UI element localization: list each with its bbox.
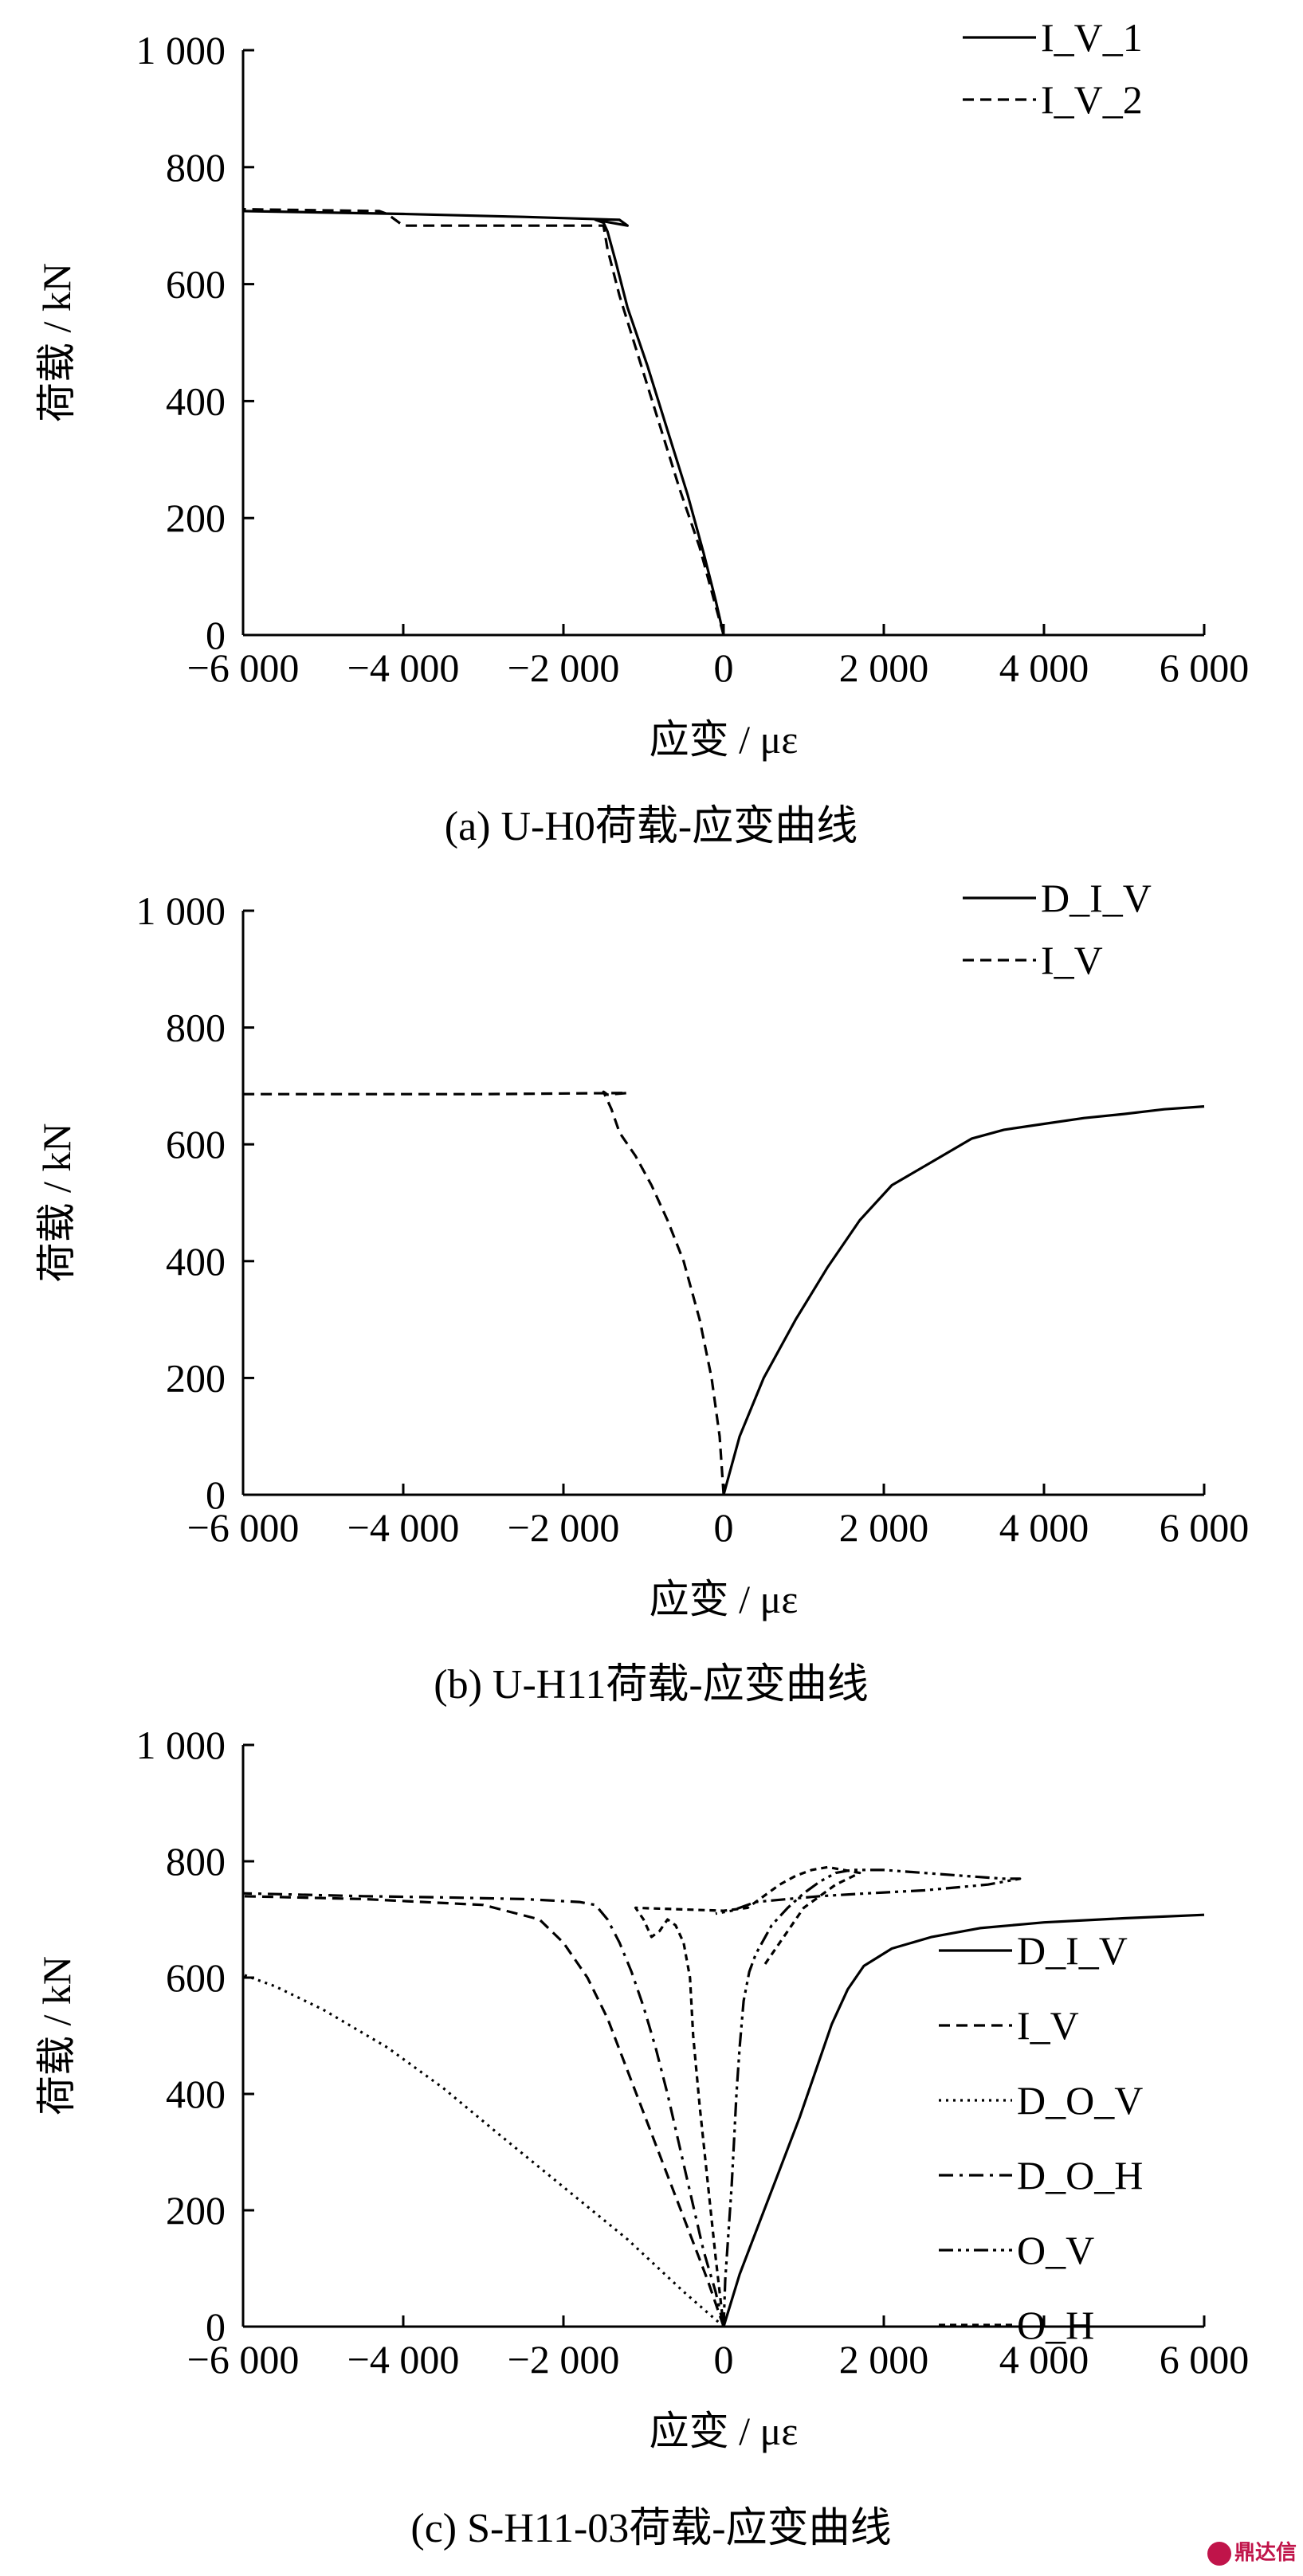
figure-caption: (c) S-H11-03荷载-应变曲线 [410, 2506, 891, 2551]
x-tick-label: −6 000 [187, 645, 300, 690]
x-tick-label: 4 000 [999, 645, 1089, 690]
y-tick-label: 800 [166, 145, 226, 190]
x-tick-label: −2 000 [508, 645, 620, 690]
series-line-d-o-v [242, 1973, 725, 2328]
x-tick-label: 6 000 [1160, 645, 1250, 690]
y-axis-label: 荷载 / kN [34, 1123, 79, 1283]
y-tick-label: 600 [166, 1122, 226, 1166]
x-tick-label: 4 000 [999, 1505, 1089, 1550]
y-tick-label: 1 000 [136, 888, 226, 933]
figure-caption: (b) U-H11荷载-应变曲线 [434, 1662, 868, 1708]
series-line-d-o-h [242, 1892, 725, 2327]
y-tick-label: 600 [166, 262, 226, 307]
y-tick-label: 400 [166, 2072, 226, 2116]
x-tick-label: −6 000 [187, 1505, 300, 1550]
legend-entry: O_H [1017, 2303, 1094, 2347]
x-tick-label: 0 [714, 2337, 734, 2382]
x-tick-label: −4 000 [347, 2337, 460, 2382]
y-tick-label: 200 [166, 2188, 226, 2233]
y-axis-label: 荷载 / kN [34, 1956, 79, 2115]
legend-entry: D_O_H [1017, 2153, 1143, 2198]
chart-panel-2: −6 000 −4 000 −2 000 0 2 000 4 000 6 000 0 200 40… [34, 876, 1249, 1708]
series-line-d-i-v [722, 1105, 1205, 1496]
y-tick-label: 0 [206, 613, 226, 657]
series-line-i-v [242, 1895, 725, 2327]
series-line-i-v [243, 1090, 725, 1496]
x-tick-label: −2 000 [508, 1505, 620, 1550]
watermark-text: 鼎达信 [1234, 2541, 1297, 2565]
figure-caption: (a) U-H0荷载-应变曲线 [445, 804, 858, 849]
legend-entry: O_V [1017, 2228, 1094, 2272]
y-tick-label: 1 000 [136, 28, 226, 73]
x-axis-label: 应变 / με [650, 2409, 799, 2453]
y-tick-label: 800 [166, 1839, 226, 1884]
y-tick-label: 400 [166, 1239, 226, 1284]
y-tick-label: 800 [166, 1006, 226, 1050]
series-line-o-v [715, 1868, 1022, 2327]
legend-entry: I_V_2 [1041, 77, 1143, 122]
x-tick-label: 0 [714, 645, 734, 690]
x-axis-label: 应变 / με [650, 717, 799, 762]
x-tick-label: −4 000 [347, 1505, 460, 1550]
y-tick-label: 0 [206, 1472, 226, 1517]
legend-entry: I_V_1 [1041, 15, 1143, 60]
x-tick-label: 2 000 [839, 2337, 929, 2382]
x-tick-label: −2 000 [508, 2337, 620, 2382]
x-tick-label: 4 000 [999, 2337, 1089, 2382]
x-tick-label: −6 000 [187, 2337, 300, 2382]
legend-entry: I_V [1017, 2003, 1079, 2048]
x-tick-label: 6 000 [1160, 1505, 1250, 1550]
series-line-o-h [634, 1865, 861, 2327]
series-line-i-v-1 [242, 210, 725, 636]
series-line-i-v-2 [242, 208, 725, 636]
x-tick-label: 2 000 [839, 1505, 929, 1550]
y-tick-label: 200 [166, 1355, 226, 1400]
legend-entry: D_O_V [1017, 2078, 1143, 2123]
legend-entry: D_I_V [1017, 1928, 1128, 1973]
x-tick-label: 0 [714, 1505, 734, 1550]
chart-panel-3: −6 000 −4 000 −2 000 0 2 000 4 000 6 000 0 200 40… [34, 1723, 1249, 2551]
y-tick-label: 0 [206, 2304, 226, 2349]
legend-entry: I_V [1041, 938, 1103, 982]
x-tick-label: −4 000 [347, 645, 460, 690]
y-tick-label: 600 [166, 1955, 226, 2000]
x-tick-label: 2 000 [839, 645, 929, 690]
chart-panel-1: −6 000 −4 000 −2 000 0 2 000 4 000 6 000 0 200 40… [34, 15, 1249, 849]
legend-entry: D_I_V [1041, 876, 1152, 920]
y-tick-label: 1 000 [136, 1723, 226, 1767]
series-line-d-i-v [722, 1913, 1205, 2327]
y-tick-label: 400 [166, 378, 226, 423]
watermark-logo-icon [1207, 2541, 1231, 2566]
y-axis-label: 荷载 / kN [34, 263, 79, 422]
x-axis-label: 应变 / με [650, 1577, 799, 1621]
x-tick-label: 6 000 [1160, 2337, 1250, 2382]
watermark: 鼎达信 [1207, 2536, 1297, 2566]
y-tick-label: 200 [166, 496, 226, 540]
